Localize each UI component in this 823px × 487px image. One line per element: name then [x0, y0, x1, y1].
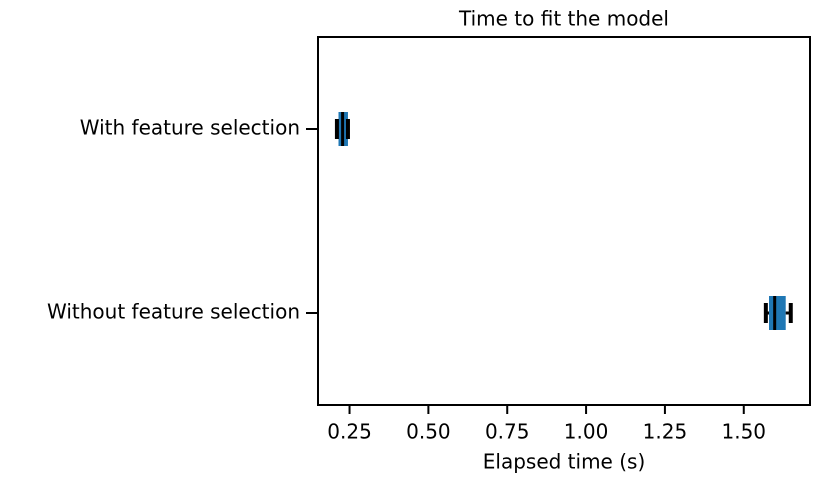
plot-frame: [317, 36, 811, 406]
y-tick-label: Without feature selection: [47, 300, 300, 324]
y-tick-label: With feature selection: [80, 116, 300, 140]
x-tick-label: 0.50: [406, 420, 451, 444]
x-tick-label: 0.25: [327, 420, 372, 444]
chart-title: Time to fit the model: [458, 7, 669, 31]
x-tick-label: 0.75: [485, 420, 530, 444]
x-axis-label: Elapsed time (s): [483, 450, 646, 474]
x-tick-label: 1.50: [722, 420, 767, 444]
x-tick-label: 1.00: [564, 420, 609, 444]
x-tick-label: 1.25: [643, 420, 688, 444]
box: [769, 296, 786, 330]
